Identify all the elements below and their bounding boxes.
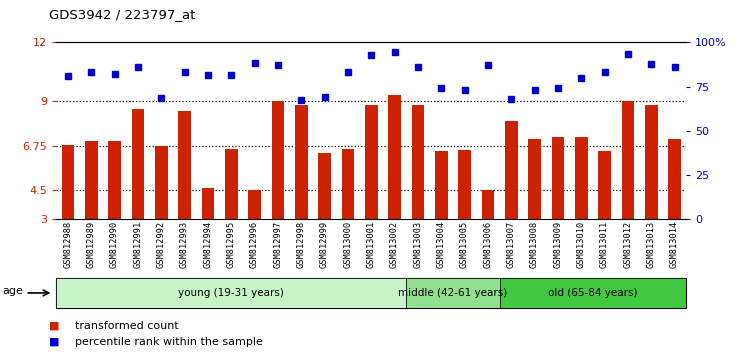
Text: GSM812991: GSM812991 — [134, 221, 142, 268]
Text: GSM813007: GSM813007 — [507, 221, 516, 268]
Text: GSM812993: GSM812993 — [180, 221, 189, 268]
Bar — [598, 151, 611, 219]
Text: GSM813009: GSM813009 — [554, 221, 562, 268]
Bar — [528, 139, 541, 219]
Bar — [505, 121, 518, 219]
Text: GSM813014: GSM813014 — [670, 221, 679, 268]
Text: age: age — [3, 286, 24, 296]
Bar — [551, 137, 564, 219]
Text: GSM812992: GSM812992 — [157, 221, 166, 268]
Bar — [645, 105, 658, 219]
Text: GSM813005: GSM813005 — [460, 221, 469, 268]
Bar — [85, 141, 98, 219]
Text: GSM813001: GSM813001 — [367, 221, 376, 268]
Bar — [108, 141, 121, 219]
Text: middle (42-61 years): middle (42-61 years) — [398, 288, 508, 298]
Text: ■: ■ — [49, 337, 59, 347]
Bar — [154, 146, 168, 219]
Text: transformed count: transformed count — [75, 321, 178, 331]
Text: GSM813000: GSM813000 — [344, 221, 352, 268]
Bar — [295, 105, 307, 219]
Bar — [202, 188, 214, 219]
Text: GSM812998: GSM812998 — [297, 221, 306, 268]
Text: GSM812997: GSM812997 — [274, 221, 283, 268]
Bar — [318, 153, 331, 219]
Text: GSM812999: GSM812999 — [320, 221, 329, 268]
Text: GSM813004: GSM813004 — [436, 221, 445, 268]
Text: GSM812994: GSM812994 — [203, 221, 212, 268]
Text: GSM813006: GSM813006 — [484, 221, 493, 268]
Text: GSM813012: GSM813012 — [623, 221, 632, 268]
FancyBboxPatch shape — [500, 278, 686, 308]
Text: GSM813013: GSM813013 — [646, 221, 656, 268]
Bar — [364, 105, 378, 219]
Text: GSM812995: GSM812995 — [226, 221, 236, 268]
Bar — [341, 149, 354, 219]
Bar — [668, 139, 681, 219]
Text: GSM812989: GSM812989 — [87, 221, 96, 268]
Text: ■: ■ — [49, 321, 59, 331]
Text: GSM813011: GSM813011 — [600, 221, 609, 268]
Bar — [178, 111, 191, 219]
Text: GSM813002: GSM813002 — [390, 221, 399, 268]
Bar — [131, 109, 144, 219]
Text: GSM813008: GSM813008 — [530, 221, 539, 268]
Bar — [248, 190, 261, 219]
Text: GSM812996: GSM812996 — [250, 221, 259, 268]
FancyBboxPatch shape — [56, 278, 406, 308]
Text: GSM812988: GSM812988 — [64, 221, 73, 268]
Text: old (65-84 years): old (65-84 years) — [548, 288, 638, 298]
Text: GDS3942 / 223797_at: GDS3942 / 223797_at — [49, 8, 195, 21]
Bar — [622, 102, 634, 219]
FancyBboxPatch shape — [406, 278, 500, 308]
Bar — [458, 150, 471, 219]
Bar — [225, 149, 238, 219]
Bar — [272, 102, 284, 219]
Text: GSM813003: GSM813003 — [413, 221, 422, 268]
Bar — [412, 105, 424, 219]
Text: GSM813010: GSM813010 — [577, 221, 586, 268]
Bar — [62, 145, 74, 219]
Bar — [435, 151, 448, 219]
Bar — [574, 137, 588, 219]
Text: young (19-31 years): young (19-31 years) — [178, 288, 284, 298]
Bar — [388, 95, 401, 219]
Text: GSM812990: GSM812990 — [110, 221, 119, 268]
Bar — [482, 190, 494, 219]
Text: percentile rank within the sample: percentile rank within the sample — [75, 337, 262, 347]
